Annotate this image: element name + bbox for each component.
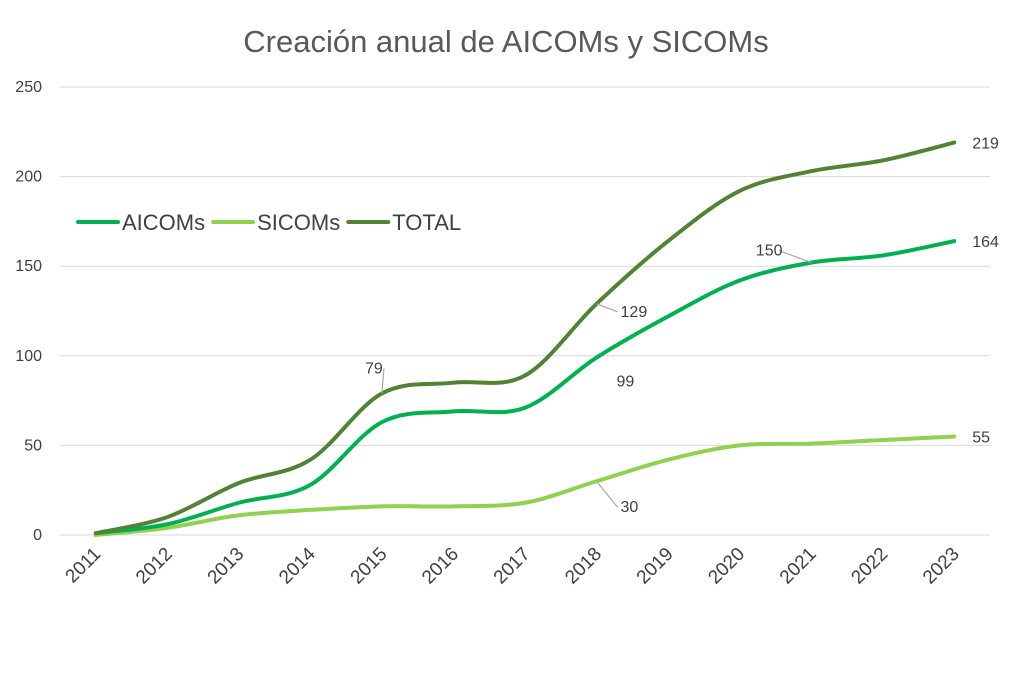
y-tick-label: 200 — [15, 169, 42, 186]
y-axis-ticks: 0 50 100 150 200 250 — [15, 79, 42, 544]
y-tick-label: 150 — [15, 258, 42, 275]
legend-entry-total: TOTAL — [392, 210, 461, 235]
series-line-sicoms — [93, 434, 957, 537]
y-tick-label: 100 — [15, 348, 42, 365]
y-tick-label: 250 — [15, 79, 42, 96]
data-label: 99 — [617, 374, 635, 391]
series-lines — [93, 140, 957, 537]
x-tick-label: 2023 — [919, 544, 964, 589]
x-tick-label: 2021 — [776, 544, 821, 589]
data-labels: 79 129 99 150 30 219 164 55 — [365, 136, 999, 517]
y-tick-label: 0 — [33, 527, 42, 544]
data-label: 55 — [972, 429, 990, 446]
x-tick-label: 2022 — [847, 544, 892, 589]
x-axis-ticks: 2011 2012 2013 2014 2015 2016 2017 2018 2019 2020… — [62, 543, 964, 588]
label-leader-line — [381, 368, 385, 394]
x-tick-label: 2016 — [418, 544, 463, 589]
y-tick-label: 50 — [24, 437, 42, 454]
data-label: 30 — [621, 499, 639, 516]
series-line-total — [93, 140, 957, 536]
data-label: 79 — [365, 360, 383, 377]
legend-entry-aicoms: AICOMs — [122, 210, 205, 235]
label-leader-line — [596, 303, 618, 313]
gridlines — [60, 86, 990, 536]
x-tick-label: 2012 — [132, 544, 177, 589]
x-tick-label: 2014 — [275, 543, 320, 588]
chart-title: Creación anual de AICOMs y SICOMs — [243, 24, 768, 59]
data-label: 164 — [972, 234, 999, 251]
label-leader-line — [778, 250, 812, 264]
x-tick-label: 2020 — [704, 544, 749, 589]
x-tick-label: 2017 — [490, 544, 535, 589]
data-label: 129 — [621, 304, 648, 321]
x-tick-label: 2015 — [347, 544, 392, 589]
x-tick-label: 2011 — [62, 544, 106, 588]
label-leaders — [381, 250, 812, 508]
x-tick-label: 2013 — [204, 544, 249, 589]
legend-entry-sicoms: SICOMs — [257, 210, 340, 235]
data-label: 219 — [972, 136, 999, 153]
legend: AICOMs SICOMs TOTAL — [76, 210, 461, 235]
label-leader-line — [596, 480, 619, 508]
x-tick-label: 2018 — [561, 544, 606, 589]
data-label: 150 — [756, 243, 783, 260]
x-tick-label: 2019 — [633, 544, 678, 589]
